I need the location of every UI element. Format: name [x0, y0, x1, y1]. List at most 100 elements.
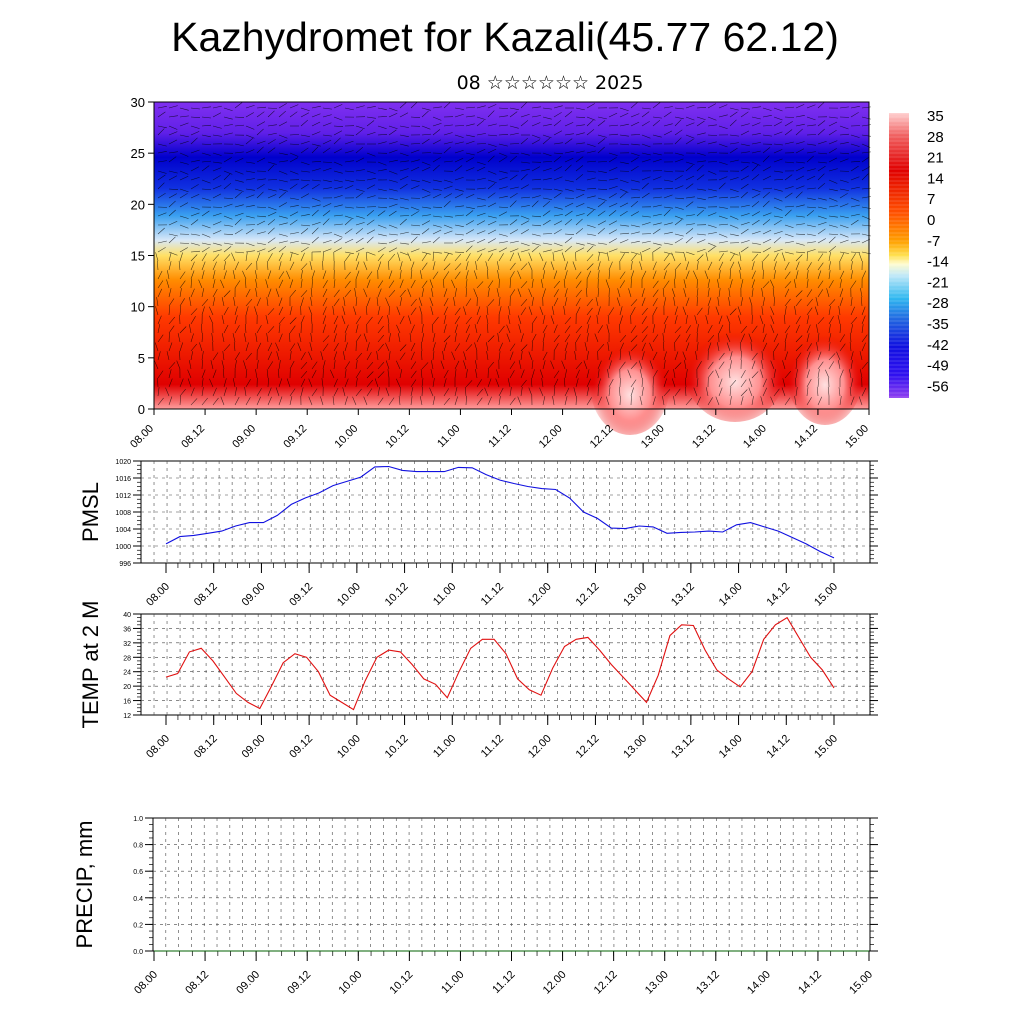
- wind-barb: [278, 233, 288, 237]
- wind-barb: [201, 197, 211, 201]
- wind-barb: [212, 125, 222, 129]
- temp-ytick-label: 24: [123, 670, 131, 677]
- wind-barb: [718, 378, 723, 388]
- wind-barb: [278, 160, 288, 163]
- wind-barb: [520, 333, 524, 343]
- wind-barb: [751, 261, 755, 271]
- wind-barb: [300, 170, 310, 173]
- wind-barb: [245, 188, 255, 191]
- wind-barb: [674, 278, 676, 289]
- wind-barb: [729, 269, 731, 280]
- wind-barb: [553, 192, 562, 199]
- wind-barb: [289, 219, 298, 226]
- wind-barb: [179, 242, 190, 244]
- wind-barb: [806, 187, 816, 190]
- wind-barb: [652, 134, 662, 138]
- wind-barb: [344, 271, 351, 280]
- wind-barb: [289, 317, 297, 325]
- wind-barb: [705, 252, 709, 262]
- wind-barb: [839, 239, 849, 244]
- wind-barb: [222, 351, 225, 361]
- wind-barb: [608, 157, 617, 163]
- wind-barb: [652, 324, 656, 334]
- wind-barb: [673, 369, 676, 379]
- wind-barb: [289, 261, 295, 271]
- wind-barb: [608, 269, 610, 280]
- wind-barb: [828, 148, 837, 154]
- wind-barb: [344, 218, 352, 226]
- wind-barb: [432, 106, 442, 109]
- wind-barb: [674, 206, 684, 210]
- wind-barb: [828, 280, 834, 289]
- wind-barb: [497, 270, 500, 280]
- wind-barb: [311, 161, 322, 163]
- wind-barb: [652, 396, 656, 406]
- wind-barb: [223, 242, 233, 245]
- wind-barb: [564, 270, 568, 280]
- wind-barb: [190, 125, 200, 129]
- wind-barb: [168, 261, 172, 271]
- wind-barb: [165, 387, 170, 397]
- wind-barb: [245, 262, 253, 271]
- wind-barb: [211, 333, 214, 343]
- wind-barb: [619, 350, 622, 361]
- wind-barb: [740, 111, 749, 118]
- wind-barb: [201, 323, 203, 334]
- wind-barb: [179, 224, 189, 229]
- wind-barb: [267, 227, 275, 235]
- wind-barb: [861, 306, 866, 316]
- wind-barb: [377, 233, 387, 237]
- wind-barb: [476, 166, 486, 172]
- wind-barb: [355, 237, 364, 244]
- time-tick-label: 08.00: [128, 423, 156, 451]
- wind-barb: [465, 245, 473, 253]
- wind-barb: [476, 253, 483, 262]
- wind-barb: [795, 324, 800, 334]
- wind-barb: [254, 306, 258, 316]
- wind-barb: [619, 361, 626, 370]
- wind-barb: [564, 150, 574, 154]
- wind-barb: [696, 239, 706, 244]
- wind-barb: [685, 315, 688, 325]
- wind-barb: [421, 253, 428, 262]
- wind-barb: [476, 333, 482, 343]
- wind-barb: [322, 240, 332, 244]
- wind-barb: [465, 220, 474, 226]
- wind-barb: [432, 333, 436, 343]
- wind-barb: [685, 325, 691, 334]
- wind-barb: [839, 270, 845, 280]
- wind-barb: [432, 164, 440, 172]
- wind-barb: [652, 298, 658, 307]
- wind-barb: [157, 370, 164, 379]
- wind-barb: [617, 288, 621, 298]
- wind-barb: [421, 324, 424, 334]
- wind-barb: [586, 170, 596, 173]
- wind-barb: [520, 161, 530, 164]
- colorbar-label: 35: [927, 108, 944, 125]
- wind-barb: [322, 218, 330, 226]
- wind-barb: [366, 297, 371, 307]
- wind-barb: [784, 161, 795, 164]
- wind-barb: [839, 288, 844, 298]
- wind-barb: [619, 239, 629, 244]
- wind-barb: [751, 325, 758, 334]
- wind-barb: [157, 128, 165, 136]
- wind-barb: [663, 123, 673, 127]
- wind-barb: [168, 251, 178, 256]
- wind-barb: [729, 279, 733, 289]
- wind-barb: [410, 261, 415, 271]
- wind-barb: [795, 104, 805, 109]
- wind-barb: [201, 288, 205, 298]
- chart-subtitle: 08 ☆☆☆☆☆☆ 2025: [456, 72, 644, 94]
- wind-barb: [496, 369, 500, 379]
- wind-barb: [696, 116, 706, 120]
- wind-barb: [410, 224, 421, 227]
- wind-barb: [344, 378, 349, 388]
- wind-barb: [300, 297, 304, 307]
- wind-barb: [476, 133, 486, 136]
- wind-barb: [575, 334, 581, 343]
- pmsl-xtick-label: 08.00: [144, 581, 172, 609]
- wind-barb: [245, 323, 247, 334]
- wind-barb: [465, 333, 470, 343]
- wind-barb: [267, 147, 276, 154]
